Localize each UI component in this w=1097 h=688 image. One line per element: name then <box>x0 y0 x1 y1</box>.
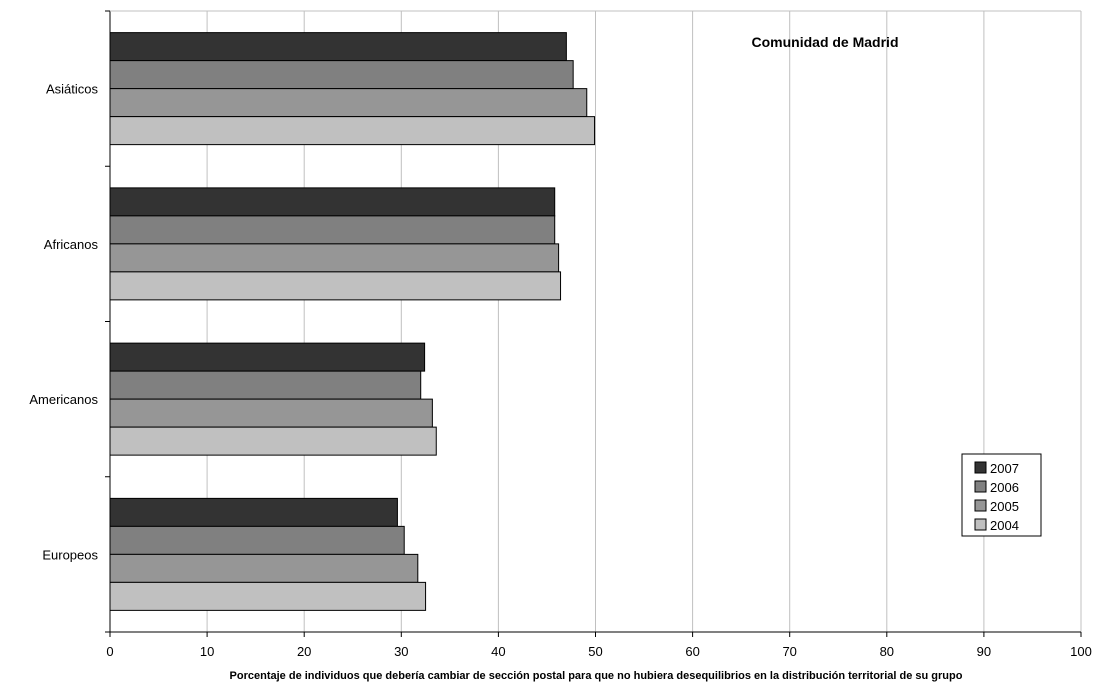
x-tick-label: 80 <box>880 644 894 659</box>
bar-2005-1 <box>109 243 560 273</box>
bar-2004-3 <box>109 581 427 611</box>
category-labels: Asiáticos Africanos Americanos Europeos <box>29 82 98 563</box>
x-tick-label: 60 <box>685 644 699 659</box>
bar-2004-0 <box>109 116 596 146</box>
x-tick-labels: 0 10 20 30 40 50 60 70 80 90 100 <box>106 644 1091 659</box>
legend-swatch <box>974 499 987 512</box>
bar-2007-1 <box>109 187 556 217</box>
bar-2006-1 <box>109 215 556 245</box>
bar-2006-3 <box>109 525 405 555</box>
x-axis-label: Porcentaje de individuos que debería cam… <box>230 670 963 682</box>
category-label: Americanos <box>29 392 98 407</box>
x-tick-label: 20 <box>297 644 311 659</box>
x-tick-label: 30 <box>394 644 408 659</box>
legend-label: 2005 <box>990 499 1019 514</box>
x-tick-label: 90 <box>977 644 991 659</box>
axes <box>105 10 1082 637</box>
x-tick-label: 50 <box>588 644 602 659</box>
x-tick-label: 70 <box>782 644 796 659</box>
bar-2005-3 <box>109 553 419 583</box>
category-label: Africanos <box>44 237 99 252</box>
bar-2007-0 <box>109 32 567 62</box>
legend-swatch <box>974 518 987 531</box>
legend: 2007 2006 2005 2004 <box>961 453 1042 537</box>
x-tick-label: 10 <box>200 644 214 659</box>
category-label: Asiáticos <box>46 82 99 97</box>
bar-2007-3 <box>109 497 398 527</box>
bar-2005-0 <box>109 88 588 118</box>
bar-2007-2 <box>109 342 426 372</box>
category-label: Europeos <box>42 547 98 562</box>
bar-2005-2 <box>109 398 433 428</box>
legend-label: 2004 <box>990 518 1019 533</box>
bar-2006-0 <box>109 60 574 90</box>
legend-label: 2006 <box>990 480 1019 495</box>
bar-2006-2 <box>109 370 422 400</box>
x-tick-label: 40 <box>491 644 505 659</box>
x-tick-label: 100 <box>1070 644 1092 659</box>
bars <box>109 32 596 611</box>
legend-swatch <box>974 480 987 493</box>
bar-2004-2 <box>109 426 437 456</box>
legend-swatch <box>974 461 987 474</box>
chart-title: Comunidad de Madrid <box>752 34 899 50</box>
x-tick-label: 0 <box>106 644 113 659</box>
bar-2004-1 <box>109 271 562 301</box>
legend-label: 2007 <box>990 461 1019 476</box>
